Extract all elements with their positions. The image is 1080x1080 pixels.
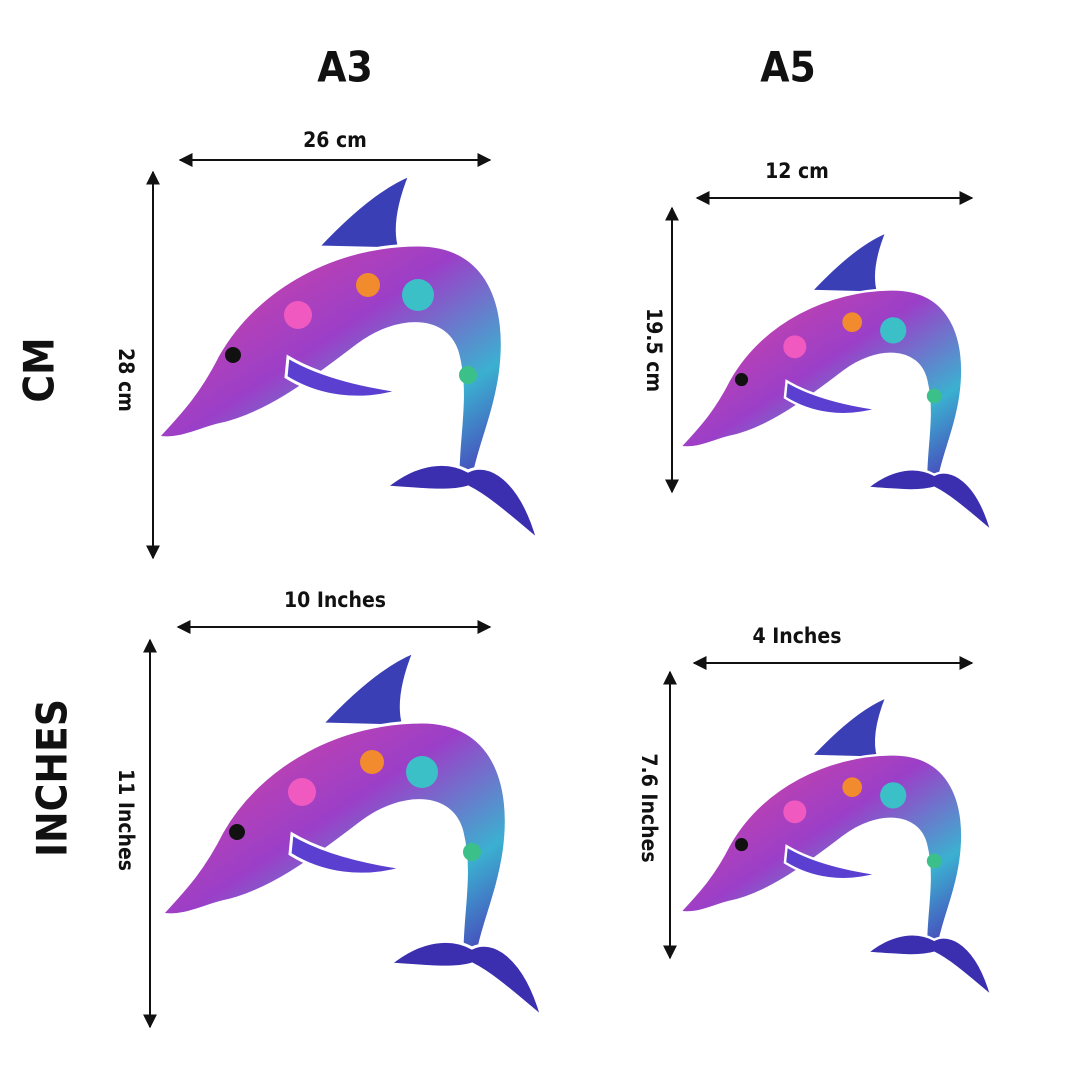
- width-label: 12 cm: [765, 159, 829, 183]
- width-label: 10 Inches: [284, 588, 386, 612]
- height-label: 28 cm: [114, 348, 138, 412]
- height-label: 11 Inches: [114, 769, 138, 871]
- row-label: INCHES: [28, 699, 77, 857]
- width-label: 26 cm: [303, 128, 367, 152]
- height-label: 19.5 cm: [642, 308, 666, 392]
- dolphin-image: [678, 695, 993, 998]
- column-label: A3: [317, 43, 373, 92]
- dolphin-image: [160, 650, 544, 1019]
- dolphin-image: [156, 173, 540, 542]
- width-label: 4 Inches: [753, 624, 842, 648]
- row-label: CM: [15, 337, 64, 402]
- dolphin-image: [678, 230, 993, 533]
- column-label: A5: [760, 43, 816, 92]
- height-label: 7.6 Inches: [637, 753, 661, 862]
